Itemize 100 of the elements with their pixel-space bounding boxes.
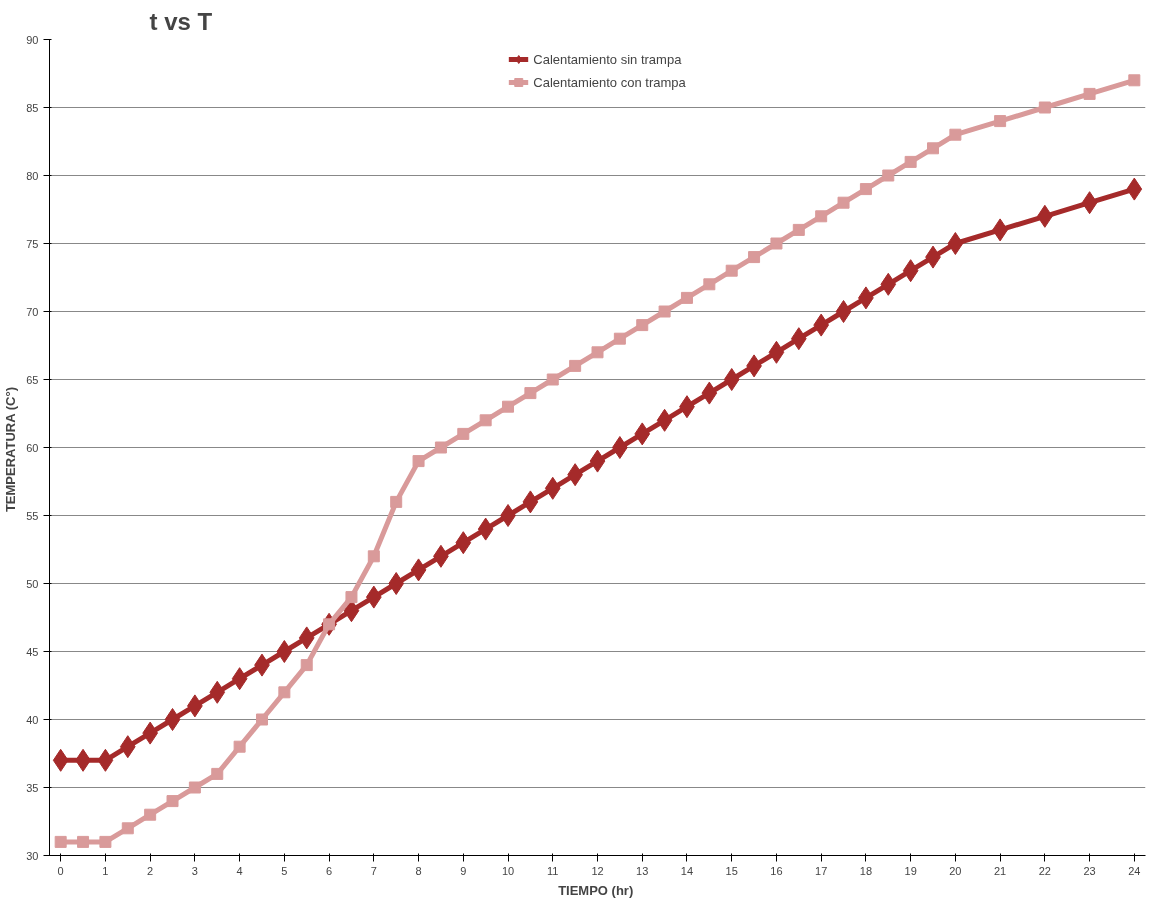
- point: [725, 264, 738, 277]
- point: [658, 305, 671, 318]
- point: [211, 767, 224, 780]
- point: [276, 640, 293, 663]
- point: [815, 210, 828, 223]
- x-tick-label: 20: [949, 864, 962, 877]
- x-tick-label: 8: [415, 864, 422, 877]
- point: [457, 427, 470, 440]
- point: [927, 142, 940, 155]
- point: [1081, 191, 1098, 215]
- point: [882, 169, 895, 182]
- y-tick-label: 30: [26, 849, 39, 862]
- point: [502, 400, 515, 413]
- x-tick-label: 10: [501, 864, 515, 877]
- y-tick-label: 50: [26, 577, 39, 590]
- point: [367, 550, 380, 563]
- x-tick-label: 22: [1038, 864, 1051, 877]
- point: [164, 708, 181, 731]
- x-tick-label: 7: [370, 864, 377, 877]
- point: [994, 115, 1007, 128]
- point: [947, 232, 964, 255]
- point: [390, 495, 403, 508]
- point: [703, 278, 716, 291]
- x-tick-label: 11: [547, 864, 559, 877]
- x-tick-label: 3: [191, 864, 198, 877]
- point: [388, 572, 405, 595]
- point: [278, 686, 291, 699]
- y-tick-label: 55: [26, 509, 39, 522]
- point: [144, 808, 157, 821]
- x-tick-label: 24: [1128, 864, 1141, 877]
- x-tick-label: 15: [725, 864, 738, 877]
- point: [121, 822, 134, 835]
- y-tick-label: 45: [26, 645, 39, 658]
- x-tick-label: 4: [236, 864, 243, 877]
- point: [790, 327, 807, 351]
- point: [880, 272, 897, 296]
- point: [902, 259, 919, 283]
- x-tick-label: 17: [815, 864, 828, 877]
- point: [300, 659, 313, 672]
- point: [188, 781, 201, 794]
- y-tick-label: 90: [26, 33, 39, 46]
- point: [837, 196, 850, 209]
- chart-title: t vs T: [149, 7, 213, 35]
- point: [298, 626, 315, 650]
- y-tick-label: 80: [26, 169, 39, 182]
- x-tick-label: 1: [102, 864, 109, 877]
- point: [412, 455, 425, 468]
- point: [904, 155, 917, 168]
- point: [636, 319, 649, 332]
- point: [768, 340, 785, 364]
- y-tick-label: 75: [26, 237, 39, 250]
- point: [231, 667, 248, 691]
- x-tick-label: 0: [57, 864, 64, 877]
- x-tick-label: 2: [147, 864, 154, 877]
- point: [1128, 74, 1141, 87]
- point: [477, 517, 494, 541]
- point: [701, 381, 718, 405]
- point: [859, 183, 872, 196]
- point: [119, 735, 136, 759]
- point: [634, 422, 651, 446]
- x-tick-label: 6: [326, 864, 333, 877]
- point: [1038, 101, 1051, 114]
- x-axis-title: TIEMPO (hr): [558, 882, 634, 898]
- x-tick-label: 12: [591, 864, 604, 877]
- point: [546, 373, 559, 386]
- point: [792, 223, 805, 236]
- y-axis-title: TEMPERATURA (C°): [3, 387, 19, 513]
- point: [434, 441, 447, 454]
- point: [233, 740, 246, 753]
- point: [680, 291, 693, 304]
- y-tick-label: 40: [26, 713, 39, 726]
- x-tick-label: 9: [460, 864, 467, 877]
- legend-label: Calentamiento con trampa: [533, 74, 686, 90]
- point: [455, 531, 472, 555]
- point: [569, 359, 582, 372]
- point: [1083, 87, 1096, 100]
- point: [479, 414, 492, 427]
- y-tick-label: 35: [26, 781, 39, 794]
- point: [813, 313, 830, 337]
- x-tick-label: 18: [859, 864, 873, 877]
- point: [656, 408, 673, 432]
- point: [748, 251, 761, 264]
- x-tick-label: 14: [680, 864, 694, 877]
- point: [544, 476, 561, 500]
- x-tick-label: 5: [281, 864, 288, 877]
- point: [949, 128, 962, 141]
- legend-label: Calentamiento sin trampa: [533, 51, 682, 67]
- point: [99, 835, 112, 848]
- y-tick-label: 85: [26, 101, 39, 114]
- point: [613, 332, 626, 345]
- point: [410, 558, 427, 582]
- x-tick-label: 23: [1083, 864, 1096, 877]
- point: [770, 237, 783, 250]
- y-tick-label: 65: [26, 373, 39, 386]
- point: [524, 387, 537, 400]
- point: [365, 585, 382, 609]
- point: [522, 490, 539, 514]
- point: [1126, 177, 1143, 201]
- point: [835, 300, 852, 323]
- point: [591, 346, 604, 359]
